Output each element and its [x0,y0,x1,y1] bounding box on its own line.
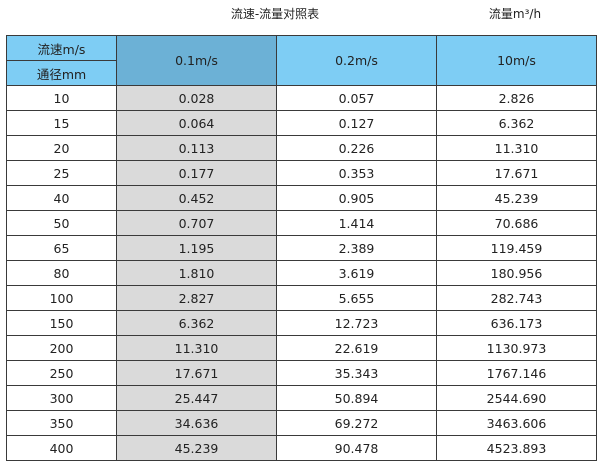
unit-label: 流量m³/h [488,7,542,21]
flow-cell: 1.195 [116,235,277,261]
flow-cell: 0.064 [116,110,277,136]
flow-cell: 5.655 [276,285,437,311]
diameter-cell: 25 [6,160,117,186]
table-row: 25 0.177 0.353 17.671 [6,160,597,186]
flow-cell: 35.343 [276,360,437,386]
flow-cell: 22.619 [276,335,437,361]
diameter-cell: 200 [6,335,117,361]
diameter-cell: 80 [6,260,117,286]
flow-cell: 34.636 [116,410,277,436]
flow-cell: 25.447 [116,385,277,411]
diameter-cell: 300 [6,385,117,411]
table-row: 250 17.671 35.343 1767.146 [6,360,597,386]
flow-cell: 6.362 [116,310,277,336]
table-row: 400 45.239 90.478 4523.893 [6,435,597,461]
header-velocity: 流速m/s [6,35,117,61]
flow-cell: 0.057 [276,85,437,111]
flow-cell: 0.707 [116,210,277,236]
diameter-cell: 15 [6,110,117,136]
table-row: 200 11.310 22.619 1130.973 [6,335,597,361]
table-row: 65 1.195 2.389 119.459 [6,235,597,261]
flow-cell: 17.671 [116,360,277,386]
flow-cell: 11.310 [436,135,597,161]
flow-cell: 0.226 [276,135,437,161]
flow-cell: 69.272 [276,410,437,436]
flow-cell: 4523.893 [436,435,597,461]
header-col-10: 10m/s [436,35,597,86]
flow-cell: 282.743 [436,285,597,311]
table-row: 20 0.113 0.226 11.310 [6,135,597,161]
table-row: 50 0.707 1.414 70.686 [6,210,597,236]
header-col-0-2: 0.2m/s [276,35,437,86]
flow-cell: 2.389 [276,235,437,261]
flow-cell: 70.686 [436,210,597,236]
table-row: 300 25.447 50.894 2544.690 [6,385,597,411]
table-row: 15 0.064 0.127 6.362 [6,110,597,136]
flow-cell: 2.827 [116,285,277,311]
flow-cell: 45.239 [116,435,277,461]
diameter-cell: 50 [6,210,117,236]
flow-cell: 90.478 [276,435,437,461]
flow-cell: 50.894 [276,385,437,411]
flow-cell: 180.956 [436,260,597,286]
flow-cell: 1.414 [276,210,437,236]
table-row: 10 0.028 0.057 2.826 [6,85,597,111]
diameter-cell: 10 [6,85,117,111]
diameter-cell: 350 [6,410,117,436]
flow-cell: 636.173 [436,310,597,336]
flow-cell: 0.028 [116,85,277,111]
flow-cell: 119.459 [436,235,597,261]
flow-cell: 12.723 [276,310,437,336]
flow-cell: 1767.146 [436,360,597,386]
diameter-cell: 400 [6,435,117,461]
diameter-cell: 65 [6,235,117,261]
flow-cell: 0.177 [116,160,277,186]
table-row: 40 0.452 0.905 45.239 [6,185,597,211]
flow-cell: 2.826 [436,85,597,111]
diameter-cell: 100 [6,285,117,311]
table-row: 150 6.362 12.723 636.173 [6,310,597,336]
diameter-cell: 150 [6,310,117,336]
flow-cell: 0.353 [276,160,437,186]
flow-cell: 1130.973 [436,335,597,361]
diameter-cell: 250 [6,360,117,386]
flow-cell: 0.113 [116,135,277,161]
flow-cell: 6.362 [436,110,597,136]
flow-cell: 3.619 [276,260,437,286]
page-title: 流速-流量对照表 [230,7,320,21]
flow-cell: 1.810 [116,260,277,286]
diameter-cell: 20 [6,135,117,161]
header-col-0-1: 0.1m/s [116,35,277,86]
flow-rate-table: 流速m/s 0.1m/s 0.2m/s 10m/s 通径mm 10 0.028 0.… [6,35,597,461]
flow-cell: 45.239 [436,185,597,211]
flow-cell: 11.310 [116,335,277,361]
table-row: 80 1.810 3.619 180.956 [6,260,597,286]
flow-cell: 2544.690 [436,385,597,411]
table-row: 350 34.636 69.272 3463.606 [6,410,597,436]
flow-cell: 0.452 [116,185,277,211]
flow-cell: 3463.606 [436,410,597,436]
flow-cell: 17.671 [436,160,597,186]
table-row: 100 2.827 5.655 282.743 [6,285,597,311]
header-diameter: 通径mm [6,60,117,86]
flow-cell: 0.905 [276,185,437,211]
diameter-cell: 40 [6,185,117,211]
flow-cell: 0.127 [276,110,437,136]
